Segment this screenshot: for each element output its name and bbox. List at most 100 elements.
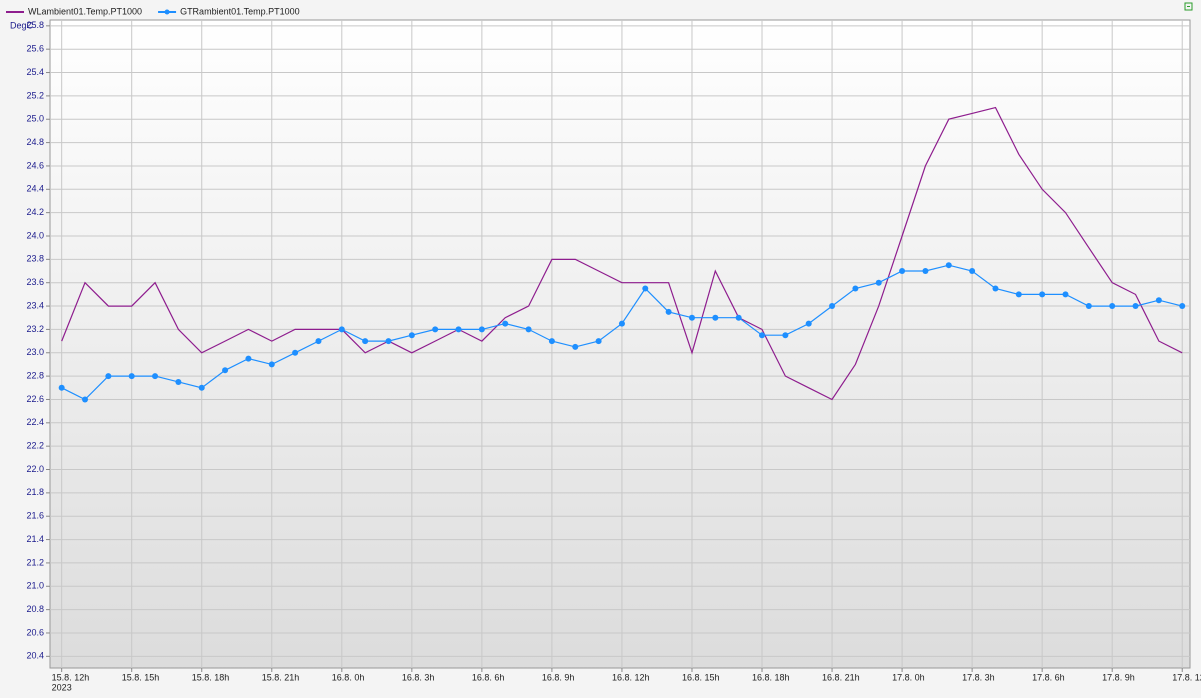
y-tick-label: 25.4 [26,67,44,77]
y-tick-label: 21.0 [26,581,44,591]
y-tick-label: 22.6 [26,394,44,404]
data-point [1085,303,1092,310]
x-tick-label: 15.8. 15h [122,672,160,682]
data-point [82,396,89,403]
data-point [805,320,812,327]
data-point [1039,291,1046,298]
data-point [385,338,392,345]
x-tick-label: 15.8. 12h [52,672,90,682]
x-tick-label: 16.8. 0h [332,672,365,682]
data-point [572,343,579,350]
data-point [945,262,952,269]
data-point [268,361,275,368]
data-point [198,384,205,391]
y-tick-label: 21.8 [26,487,44,497]
data-point [292,349,299,356]
y-tick-label: 24.8 [26,137,44,147]
y-tick-label: 23.0 [26,347,44,357]
data-point [1015,291,1022,298]
y-tick-label: 25.6 [26,44,44,54]
y-tick-label: 23.6 [26,277,44,287]
data-point [782,332,789,339]
data-point [478,326,485,333]
y-tick-label: 20.4 [26,651,44,661]
data-point [969,268,976,275]
data-point [175,378,182,385]
data-point [829,303,836,310]
x-tick-label: 16.8. 15h [682,672,720,682]
x-tick-label: 16.8. 6h [472,672,505,682]
y-tick-label: 25.2 [26,90,44,100]
data-point [642,285,649,292]
data-point [315,338,322,345]
data-point [152,373,159,380]
data-point [595,338,602,345]
data-point [432,326,439,333]
data-point [618,320,625,327]
data-point [992,285,999,292]
x-tick-label: 15.8. 18h [192,672,230,682]
y-tick-label: 24.2 [26,207,44,217]
data-point [712,314,719,321]
x-tick-label: 16.8. 3h [402,672,435,682]
collapse-button[interactable] [1184,2,1193,11]
y-tick-label: 25.8 [26,20,44,30]
y-tick-label: 23.4 [26,300,44,310]
data-point [105,373,112,380]
y-tick-label: 23.8 [26,254,44,264]
series-line [61,106,1183,401]
y-tick-label: 21.6 [26,511,44,521]
y-tick-label: 22.8 [26,370,44,380]
x-tick-label: 16.8. 9h [542,672,575,682]
y-unit: DegC [10,20,34,30]
x-origin-label: 2023 [52,682,72,692]
data-point [408,332,415,339]
plot-area [49,19,1191,669]
y-tick-label: 21.2 [26,557,44,567]
legend-label: GTRambient01.Temp.PT1000 [180,6,300,16]
data-point [922,268,929,275]
data-point [338,326,345,333]
x-tick-label: 16.8. 21h [822,672,860,682]
data-point [502,320,509,327]
y-tick-label: 24.4 [26,184,44,194]
y-tick-label: 25.0 [26,114,44,124]
data-point [58,384,65,391]
y-tick-label: 22.2 [26,441,44,451]
y-tick-label: 23.2 [26,324,44,334]
x-tick-label: 16.8. 18h [752,672,790,682]
data-point [852,285,859,292]
y-tick-label: 21.4 [26,534,44,544]
x-tick-label: 17.8. 12h [1172,672,1201,682]
x-tick-label: 16.8. 12h [612,672,650,682]
data-point [1179,303,1186,310]
data-point [548,338,555,345]
x-tick-label: 15.8. 21h [262,672,300,682]
data-point [1155,297,1162,304]
data-point [759,332,766,339]
x-tick-label: 17.8. 3h [962,672,995,682]
y-tick-label: 24.0 [26,230,44,240]
x-tick-label: 17.8. 9h [1102,672,1135,682]
y-tick-label: 24.6 [26,160,44,170]
data-point [525,326,532,333]
data-point [245,355,252,362]
data-point [735,314,742,321]
y-tick-label: 22.4 [26,417,44,427]
data-point [1109,303,1116,310]
y-tick-label: 20.8 [26,604,44,614]
data-point [899,268,906,275]
data-point [1132,303,1139,310]
legend-label: WLambient01.Temp.PT1000 [28,6,142,16]
data-point [665,308,672,315]
x-tick-label: 17.8. 6h [1032,672,1065,682]
data-point [128,373,135,380]
data-point [362,338,369,345]
data-point [222,367,229,374]
legend-marker [164,9,170,15]
y-tick-label: 20.6 [26,627,44,637]
data-point [875,279,882,286]
y-tick-label: 22.0 [26,464,44,474]
